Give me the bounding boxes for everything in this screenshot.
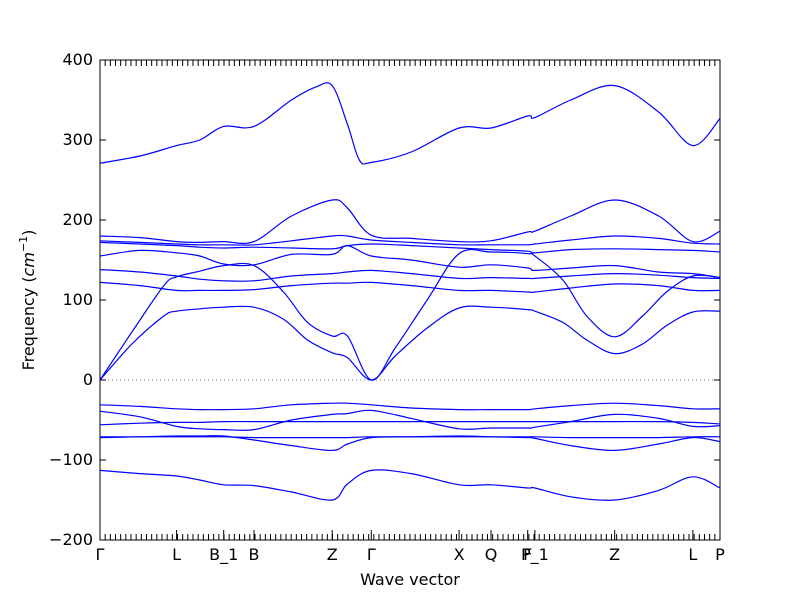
y-axis-label-suffix: ) (19, 230, 38, 236)
y-tick-label: 0 (83, 370, 93, 389)
y-axis-label-prefix: Frequency ( (19, 276, 38, 370)
x-tick-label: P (715, 545, 725, 564)
phonon-band-6 (99, 402, 721, 411)
y-axis-label-exponent: −1 (17, 236, 30, 252)
band-lines (99, 82, 721, 501)
phonon-band-15 (99, 82, 721, 165)
y-tick-label: −200 (49, 530, 93, 549)
x-tick-label: F (523, 545, 532, 564)
y-tick-label: 400 (62, 50, 93, 69)
x-tick-label: Γ (96, 545, 105, 564)
phonon-band-9 (99, 281, 721, 293)
plot-area (99, 59, 721, 541)
plot-frame (99, 59, 721, 541)
x-axis-label: Wave vector (360, 570, 460, 589)
x-tick-label: Γ (367, 545, 376, 564)
y-tick-label: −100 (49, 450, 93, 469)
phonon-band-1 (99, 469, 721, 501)
phonon-band-7 (99, 305, 721, 381)
x-tick-label: P_1 (521, 545, 549, 565)
x-axis: Γ L B_1 B Z Γ X Q FP_1 Z L P (96, 60, 725, 565)
phonon-band-4 (99, 420, 721, 426)
x-tick-label: B (249, 545, 260, 564)
phonon-band-12 (99, 241, 721, 254)
x-tick-label: Q (485, 545, 498, 564)
x-tick-label: B_1 (209, 545, 238, 565)
y-axis: −200 −100 0 100 200 300 400 (49, 50, 720, 549)
y-tick-label: 300 (62, 130, 93, 149)
x-tick-label: Z (609, 545, 620, 564)
phonon-band-11 (99, 244, 721, 279)
phonon-band-5 (99, 409, 721, 431)
phonon-band-8 (99, 248, 721, 381)
x-tick-label: Z (327, 545, 338, 564)
x-tick-label: L (688, 545, 697, 564)
y-tick-label: 200 (62, 210, 93, 229)
phonon-band-14 (99, 199, 721, 245)
x-tick-label: L (172, 545, 181, 564)
y-axis-label: Frequency (cm−1) (17, 230, 38, 371)
x-tick-label: X (454, 545, 465, 564)
phonon-band-10 (99, 269, 721, 282)
y-axis-label-unit: cm (19, 252, 38, 276)
y-tick-label: 100 (62, 290, 93, 309)
phonon-band-3 (100, 436, 721, 439)
phonon-band-13 (99, 234, 721, 246)
